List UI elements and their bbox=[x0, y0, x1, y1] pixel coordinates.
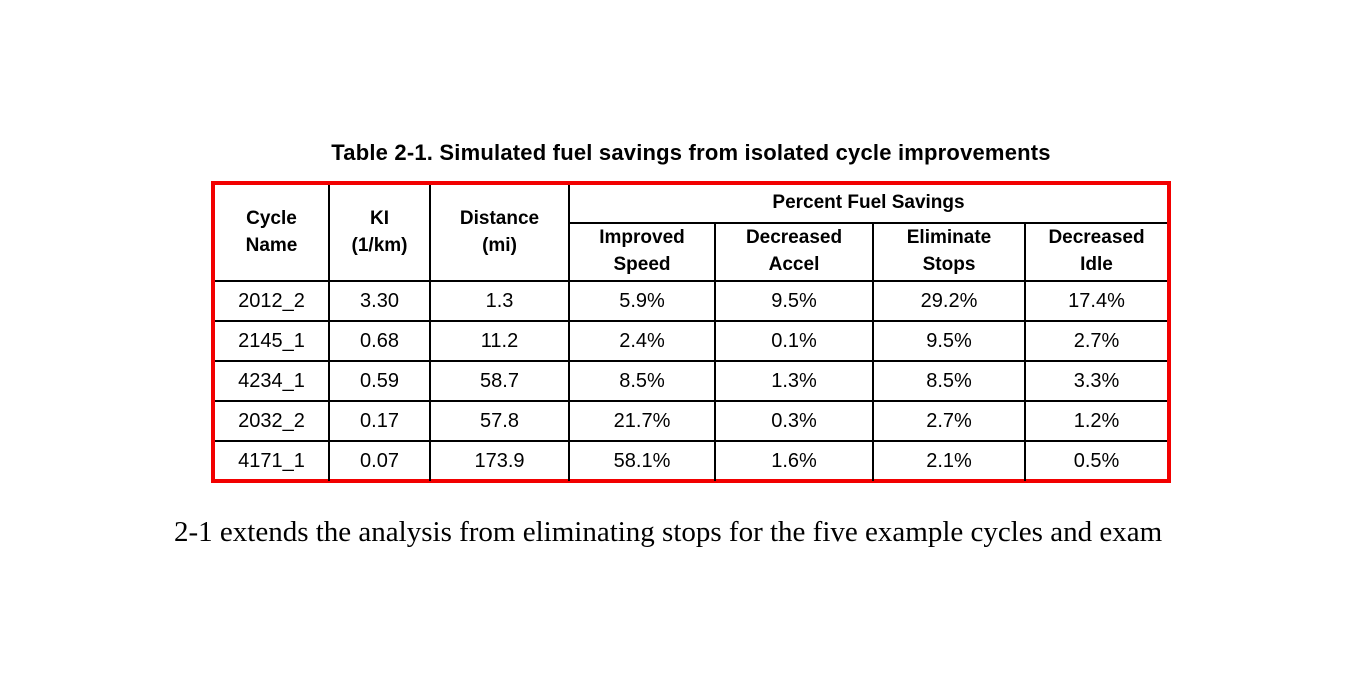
cell-decreased-idle: 0.5% bbox=[1024, 440, 1168, 482]
cell-ki: 0.59 bbox=[328, 360, 431, 402]
table-row: 2145_1 0.68 11.2 2.4% 0.1% 9.5% 2.7% bbox=[214, 320, 1168, 362]
cell-ki: 0.68 bbox=[328, 320, 431, 362]
table-row: 2012_2 3.30 1.3 5.9% 9.5% 29.2% 17.4% bbox=[214, 280, 1168, 322]
cell-decreased-idle: 3.3% bbox=[1024, 360, 1168, 402]
table-row: 4171_1 0.07 173.9 58.1% 1.6% 2.1% 0.5% bbox=[214, 440, 1168, 482]
col-header-ki: KI (1/km) bbox=[328, 184, 431, 282]
cell-distance: 11.2 bbox=[429, 320, 570, 362]
body-text: 2-1 extends the analysis from eliminatin… bbox=[174, 516, 1163, 548]
table-row: 4234_1 0.59 58.7 8.5% 1.3% 8.5% 3.3% bbox=[214, 360, 1168, 402]
cell-eliminate-stops: 9.5% bbox=[872, 320, 1026, 362]
header-row-sub: Improved Speed Decreased Accel Eliminate… bbox=[215, 222, 1168, 282]
cell-improved-speed: 58.1% bbox=[568, 440, 716, 482]
col-header-decreased-idle: Decreased Idle bbox=[1024, 222, 1168, 282]
cell-distance: 1.3 bbox=[429, 280, 570, 322]
col-header-cycle-name: Cycle Name bbox=[214, 184, 330, 282]
cell-cycle-name: 2032_2 bbox=[214, 400, 330, 442]
cell-eliminate-stops: 2.1% bbox=[872, 440, 1026, 482]
fuel-savings-table: Cycle Name KI (1/km) Distance (mi) Perce… bbox=[214, 184, 1168, 482]
cell-cycle-name: 2012_2 bbox=[214, 280, 330, 322]
cell-ki: 0.07 bbox=[328, 440, 431, 482]
cell-improved-speed: 2.4% bbox=[568, 320, 716, 362]
cell-improved-speed: 21.7% bbox=[568, 400, 716, 442]
col-header-eliminate-stops: Eliminate Stops bbox=[872, 222, 1026, 282]
cell-eliminate-stops: 29.2% bbox=[872, 280, 1026, 322]
cell-cycle-name: 4234_1 bbox=[214, 360, 330, 402]
cell-eliminate-stops: 8.5% bbox=[872, 360, 1026, 402]
cell-decreased-accel: 1.3% bbox=[714, 360, 874, 402]
cell-decreased-accel: 0.3% bbox=[714, 400, 874, 442]
group-header-percent-fuel-savings: Percent Fuel Savings bbox=[568, 184, 1168, 224]
header-row-group: Cycle Name KI (1/km) Distance (mi) Perce… bbox=[214, 184, 1168, 282]
col-header-improved-speed: Improved Speed bbox=[568, 222, 716, 282]
cell-cycle-name: 2145_1 bbox=[214, 320, 330, 362]
cell-distance: 58.7 bbox=[429, 360, 570, 402]
col-header-distance: Distance (mi) bbox=[429, 184, 570, 282]
cell-improved-speed: 8.5% bbox=[568, 360, 716, 402]
cell-decreased-idle: 1.2% bbox=[1024, 400, 1168, 442]
cell-decreased-idle: 17.4% bbox=[1024, 280, 1168, 322]
table-row: 2032_2 0.17 57.8 21.7% 0.3% 2.7% 1.2% bbox=[214, 400, 1168, 442]
col-header-decreased-accel: Decreased Accel bbox=[714, 222, 874, 282]
cell-eliminate-stops: 2.7% bbox=[872, 400, 1026, 442]
cell-distance: 173.9 bbox=[429, 440, 570, 482]
cell-ki: 3.30 bbox=[328, 280, 431, 322]
cell-cycle-name: 4171_1 bbox=[214, 440, 330, 482]
cell-ki: 0.17 bbox=[328, 400, 431, 442]
cell-decreased-accel: 0.1% bbox=[714, 320, 874, 362]
cell-decreased-idle: 2.7% bbox=[1024, 320, 1168, 362]
fuel-savings-table-frame: Cycle Name KI (1/km) Distance (mi) Perce… bbox=[211, 181, 1171, 483]
table-caption: Table 2-1. Simulated fuel savings from i… bbox=[331, 140, 1051, 165]
cell-improved-speed: 5.9% bbox=[568, 280, 716, 322]
cell-decreased-accel: 1.6% bbox=[714, 440, 874, 482]
cell-decreased-accel: 9.5% bbox=[714, 280, 874, 322]
cell-distance: 57.8 bbox=[429, 400, 570, 442]
